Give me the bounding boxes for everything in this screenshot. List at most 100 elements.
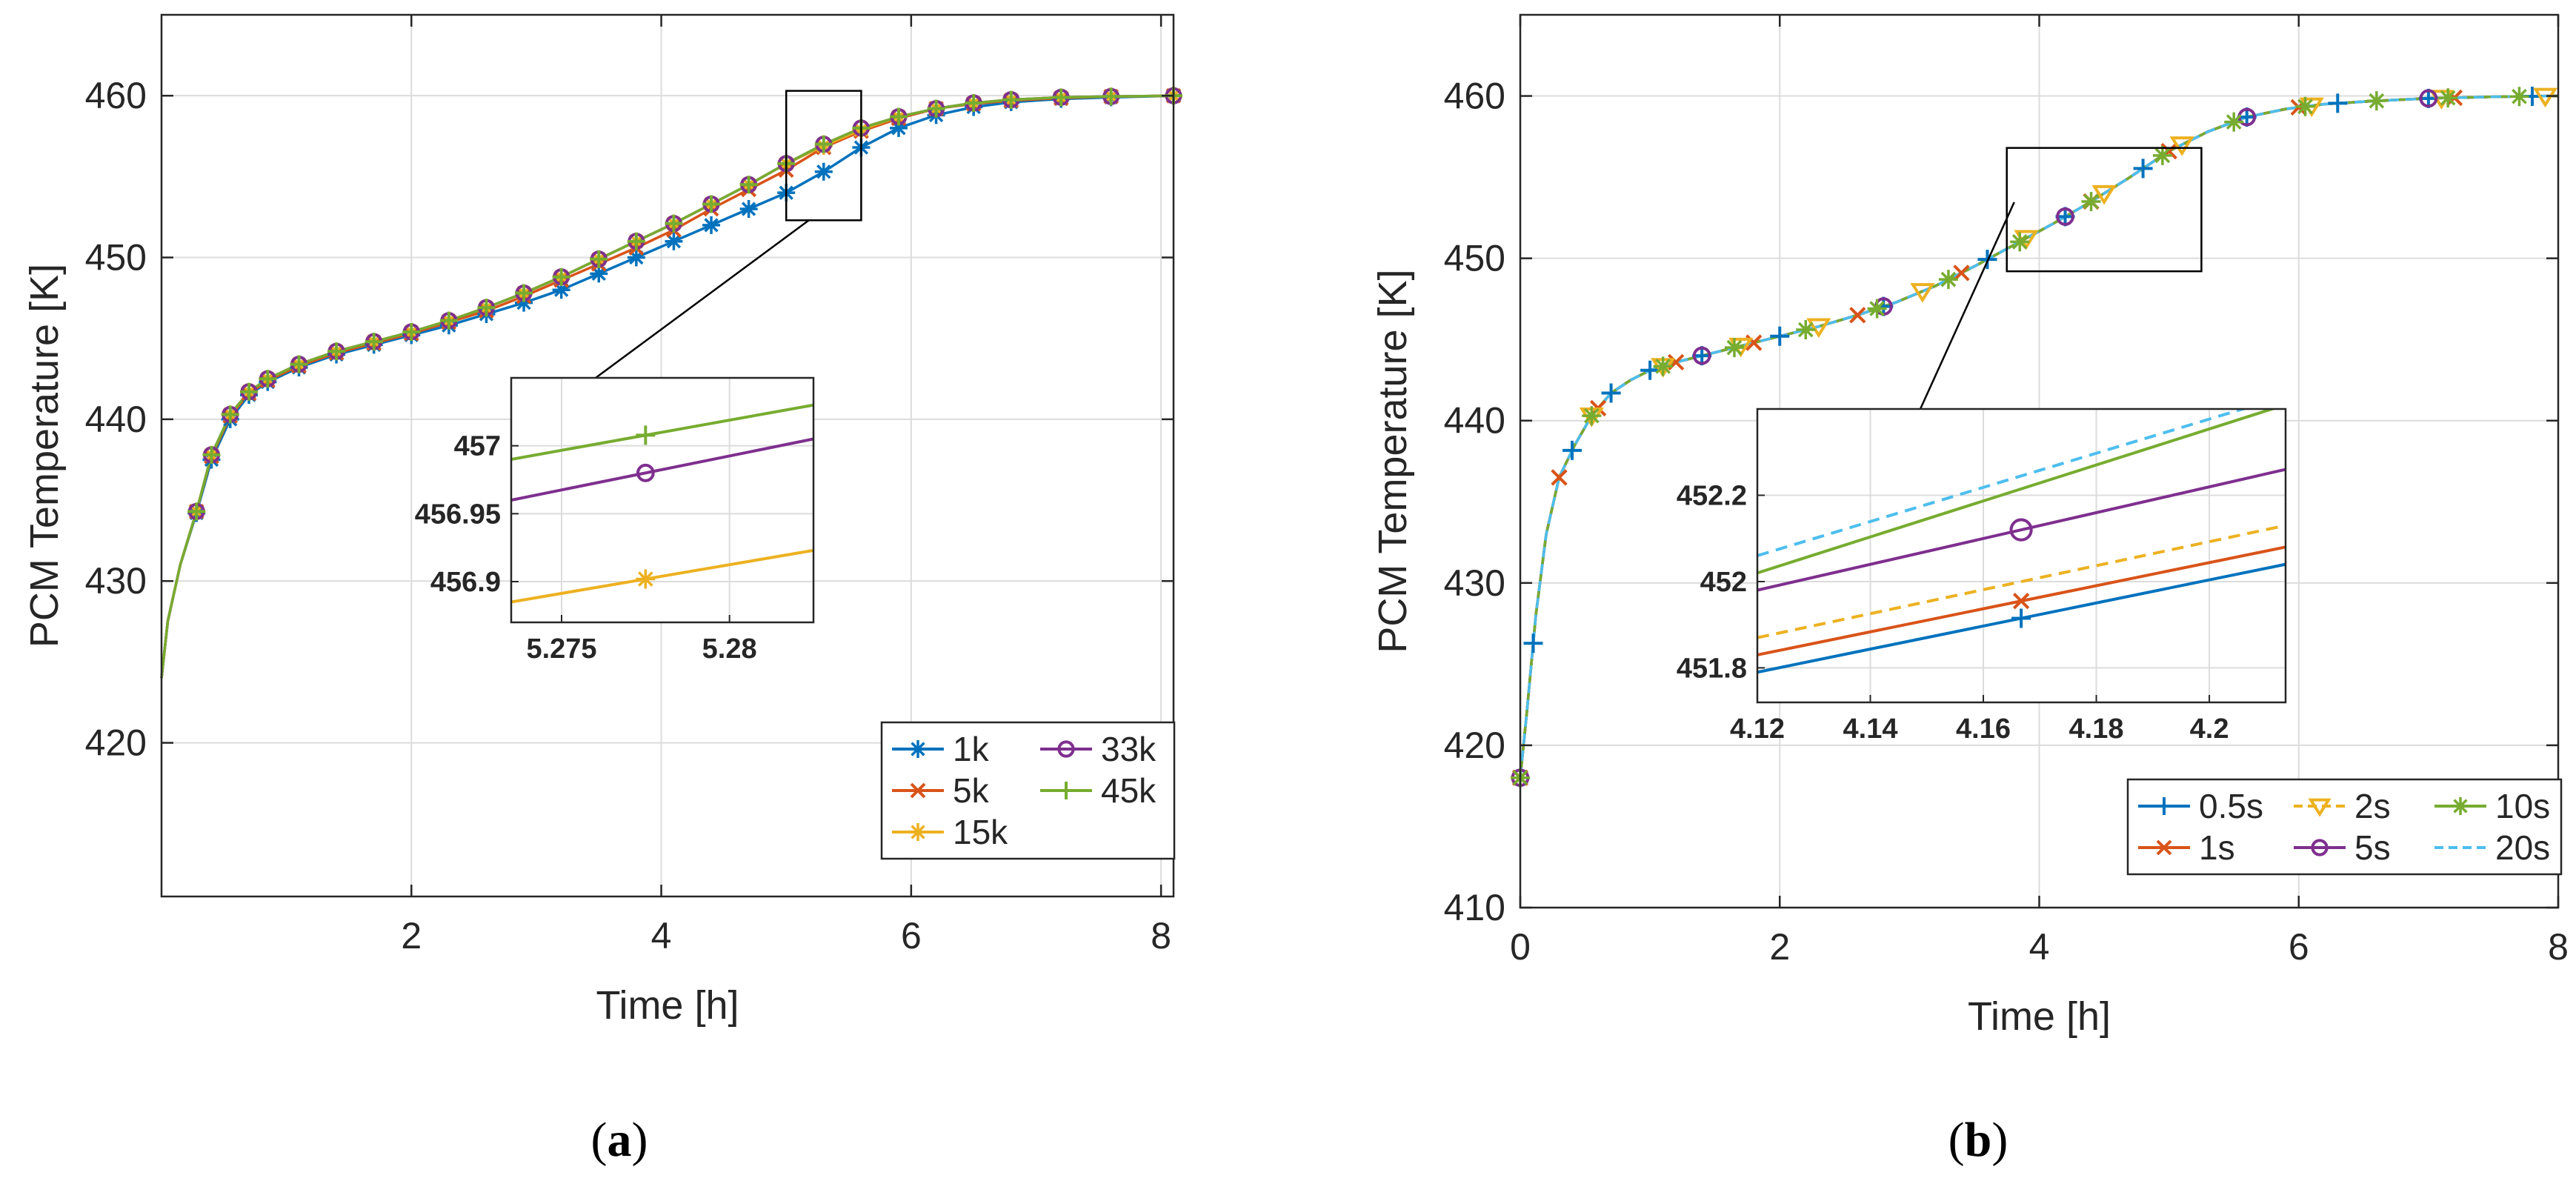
- inset-line-20s: [1757, 409, 2249, 557]
- y-tick-label: 450: [1444, 238, 1505, 279]
- marker-45k: [515, 284, 533, 302]
- y-axis-label: PCM Temperature [K]: [22, 264, 67, 648]
- marker-1k: [590, 265, 608, 283]
- legend-swatch-marker: [1057, 740, 1075, 758]
- marker-10s: [2438, 88, 2458, 108]
- marker-45k: [702, 195, 721, 213]
- marker-0.5s: [2328, 93, 2348, 113]
- panel-caption: (a): [591, 1113, 648, 1167]
- marker-5s: [1692, 346, 1711, 365]
- marker-1k: [552, 281, 570, 299]
- marker-1k: [702, 216, 721, 234]
- marker-10s: [1582, 406, 1602, 426]
- marker-10s: [1938, 270, 1958, 290]
- marker-2s: [1806, 318, 1831, 339]
- series-markers: [1511, 86, 2558, 788]
- marker-45k: [259, 370, 277, 388]
- legend-label: 5s: [2354, 828, 2391, 867]
- y-tick-label: 420: [85, 722, 147, 764]
- legend-label: 33k: [1101, 730, 1156, 768]
- inset-axes: 5.275 5.28 456.9 456.95 457: [415, 376, 815, 665]
- legend-swatch-marker: [2452, 797, 2469, 815]
- panel-a: 2 4 6 8 420 430 440 450 460 Time [h] PCM Temperatu…: [22, 13, 1182, 1167]
- x-tick-label: 4: [2029, 926, 2050, 968]
- inset-y-tick-label: 456.95: [415, 499, 501, 530]
- panel-caption: (b): [1948, 1113, 2008, 1167]
- inset-line-5s: [1757, 468, 2286, 592]
- marker-1s: [1551, 469, 1568, 486]
- marker-0.5s: [2133, 159, 2153, 179]
- legend-box: [2126, 778, 2563, 876]
- inset-y-tick-label: 457: [454, 431, 501, 462]
- marker-1k: [515, 293, 533, 312]
- legend-item: 45k: [1040, 771, 1156, 810]
- marker-45k: [889, 107, 908, 126]
- inset-x-tick-label: 4.16: [1956, 713, 2011, 745]
- inset-x-tick-label: 4.14: [1843, 713, 1898, 745]
- marker-45k: [739, 176, 758, 194]
- marker-45k: [665, 214, 683, 233]
- caption-paren: ): [632, 1113, 648, 1167]
- inset-marker-5s: [2009, 518, 2033, 542]
- marker-1s: [1849, 307, 1866, 324]
- inset-axes: 4.12 4.14 4.16 4.18 4.2 451.8 452 452.2: [1677, 407, 2287, 745]
- x-tick-label: 8: [1151, 915, 1171, 957]
- y-tick-label: 460: [85, 75, 147, 116]
- y-tick-label: 440: [85, 399, 147, 440]
- marker-2s: [1910, 283, 1935, 303]
- marker-0.5s: [1562, 440, 1582, 460]
- inset-x-tick-label: 4.18: [2069, 713, 2124, 745]
- legend-label: 2s: [2354, 787, 2391, 825]
- legend-label: 10s: [2495, 787, 2550, 825]
- marker-5s: [2056, 207, 2074, 226]
- marker-1k: [665, 232, 683, 250]
- legend-item: 20s: [2434, 828, 2550, 867]
- inset-line-45k: [511, 403, 813, 461]
- legend-swatch-marker: [2155, 797, 2173, 815]
- axes-frame: [160, 13, 1175, 898]
- legend-swatch-marker: [910, 782, 926, 799]
- inset-line-15k: [511, 548, 813, 604]
- marker-10s: [2224, 112, 2244, 132]
- legend-item: 0.5s: [2138, 787, 2263, 825]
- caption-paren: (: [591, 1113, 608, 1167]
- marker-45k: [240, 382, 259, 401]
- inset-frame: [1756, 407, 2287, 704]
- marker-0.5s: [1601, 383, 1621, 403]
- x-tick-label: 0: [1510, 926, 1531, 968]
- marker-2s: [2532, 87, 2558, 108]
- inset-y-tick-label: 452: [1700, 567, 1747, 598]
- legend-swatch-marker: [1057, 782, 1075, 799]
- x-tick-label: 2: [1769, 926, 1790, 968]
- legend-swatch-marker: [909, 823, 927, 841]
- inset-marker-33k: [636, 463, 655, 482]
- y-tick-label: 450: [85, 237, 147, 279]
- marker-0.5s: [1523, 633, 1543, 653]
- x-tick-label: 6: [901, 915, 922, 957]
- marker-1k: [889, 119, 908, 137]
- marker-45k: [202, 445, 221, 464]
- y-axis-label: PCM Temperature [K]: [1371, 269, 1415, 653]
- marker-45k: [927, 99, 945, 118]
- marker-10s: [1796, 320, 1816, 340]
- y-tick-label: 410: [1444, 887, 1505, 928]
- panel-b: 0 2 4 6 8 410 420 430 440 450 460 Time [h] PCM Tempe…: [1371, 13, 2569, 1167]
- inset-plot-area: [1757, 409, 2286, 702]
- marker-45k: [552, 267, 570, 286]
- zoom-connector-line: [1919, 202, 2015, 410]
- marker-10s: [2010, 232, 2030, 252]
- y-tick-label: 440: [1444, 400, 1505, 442]
- marker-45k: [965, 94, 983, 112]
- x-axis-label: Time [h]: [1968, 994, 2111, 1039]
- marker-45k: [187, 502, 206, 521]
- legend: 0.5s 2s 10s 1s 5s 20s: [2126, 778, 2563, 876]
- marker-5s: [2419, 89, 2438, 108]
- marker-45k: [590, 250, 608, 268]
- legend-swatch-marker: [2156, 839, 2172, 856]
- legend-swatch-marker: [909, 740, 927, 758]
- marker-0.5s: [1770, 326, 1790, 346]
- marker-1k: [627, 248, 645, 267]
- inset-y-tick-label: 452.2: [1677, 480, 1747, 511]
- legend-swatch-marker: [2311, 839, 2329, 856]
